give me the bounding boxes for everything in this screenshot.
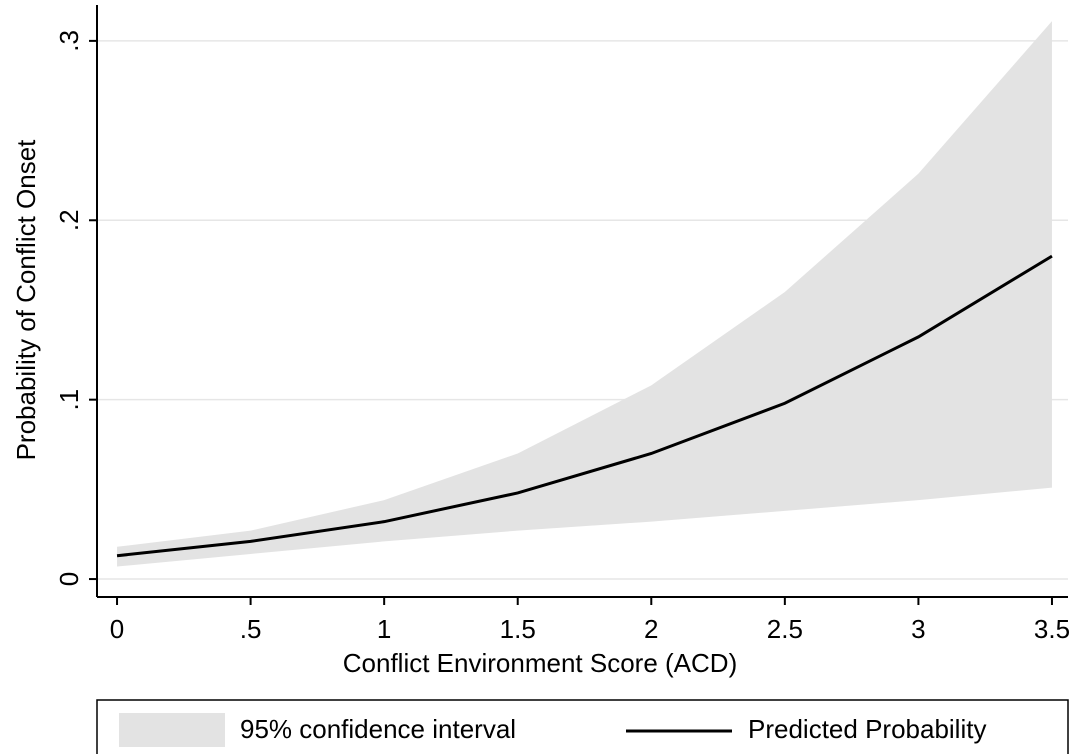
- x-tick-label: 1: [377, 614, 391, 644]
- legend-label: Predicted Probability: [748, 714, 986, 744]
- y-axis-label: Probability of Conflict Onset: [11, 139, 41, 461]
- x-tick-label: 2.5: [767, 614, 803, 644]
- legend-box: [96, 699, 1069, 754]
- x-tick-label: 1.5: [500, 614, 536, 644]
- y-tick-label: .1: [54, 389, 84, 411]
- line: [116, 254, 1053, 558]
- y-tick-label: .3: [54, 30, 84, 52]
- legend-label: 95% confidence interval: [240, 714, 516, 744]
- x-tick-label: 2: [644, 614, 658, 644]
- x-tick-label: 3.5: [1034, 614, 1070, 644]
- x-tick-label: 0: [110, 614, 124, 644]
- legend-swatch: [119, 713, 225, 747]
- x-tick-label: .5: [240, 614, 262, 644]
- confidence-band: [117, 21, 1052, 567]
- y-tick-label: 0: [54, 572, 84, 586]
- x-axis-label: Conflict Environment Score (ACD): [343, 648, 737, 678]
- x-tick-label: 3: [911, 614, 925, 644]
- y-tick-label: .2: [54, 209, 84, 231]
